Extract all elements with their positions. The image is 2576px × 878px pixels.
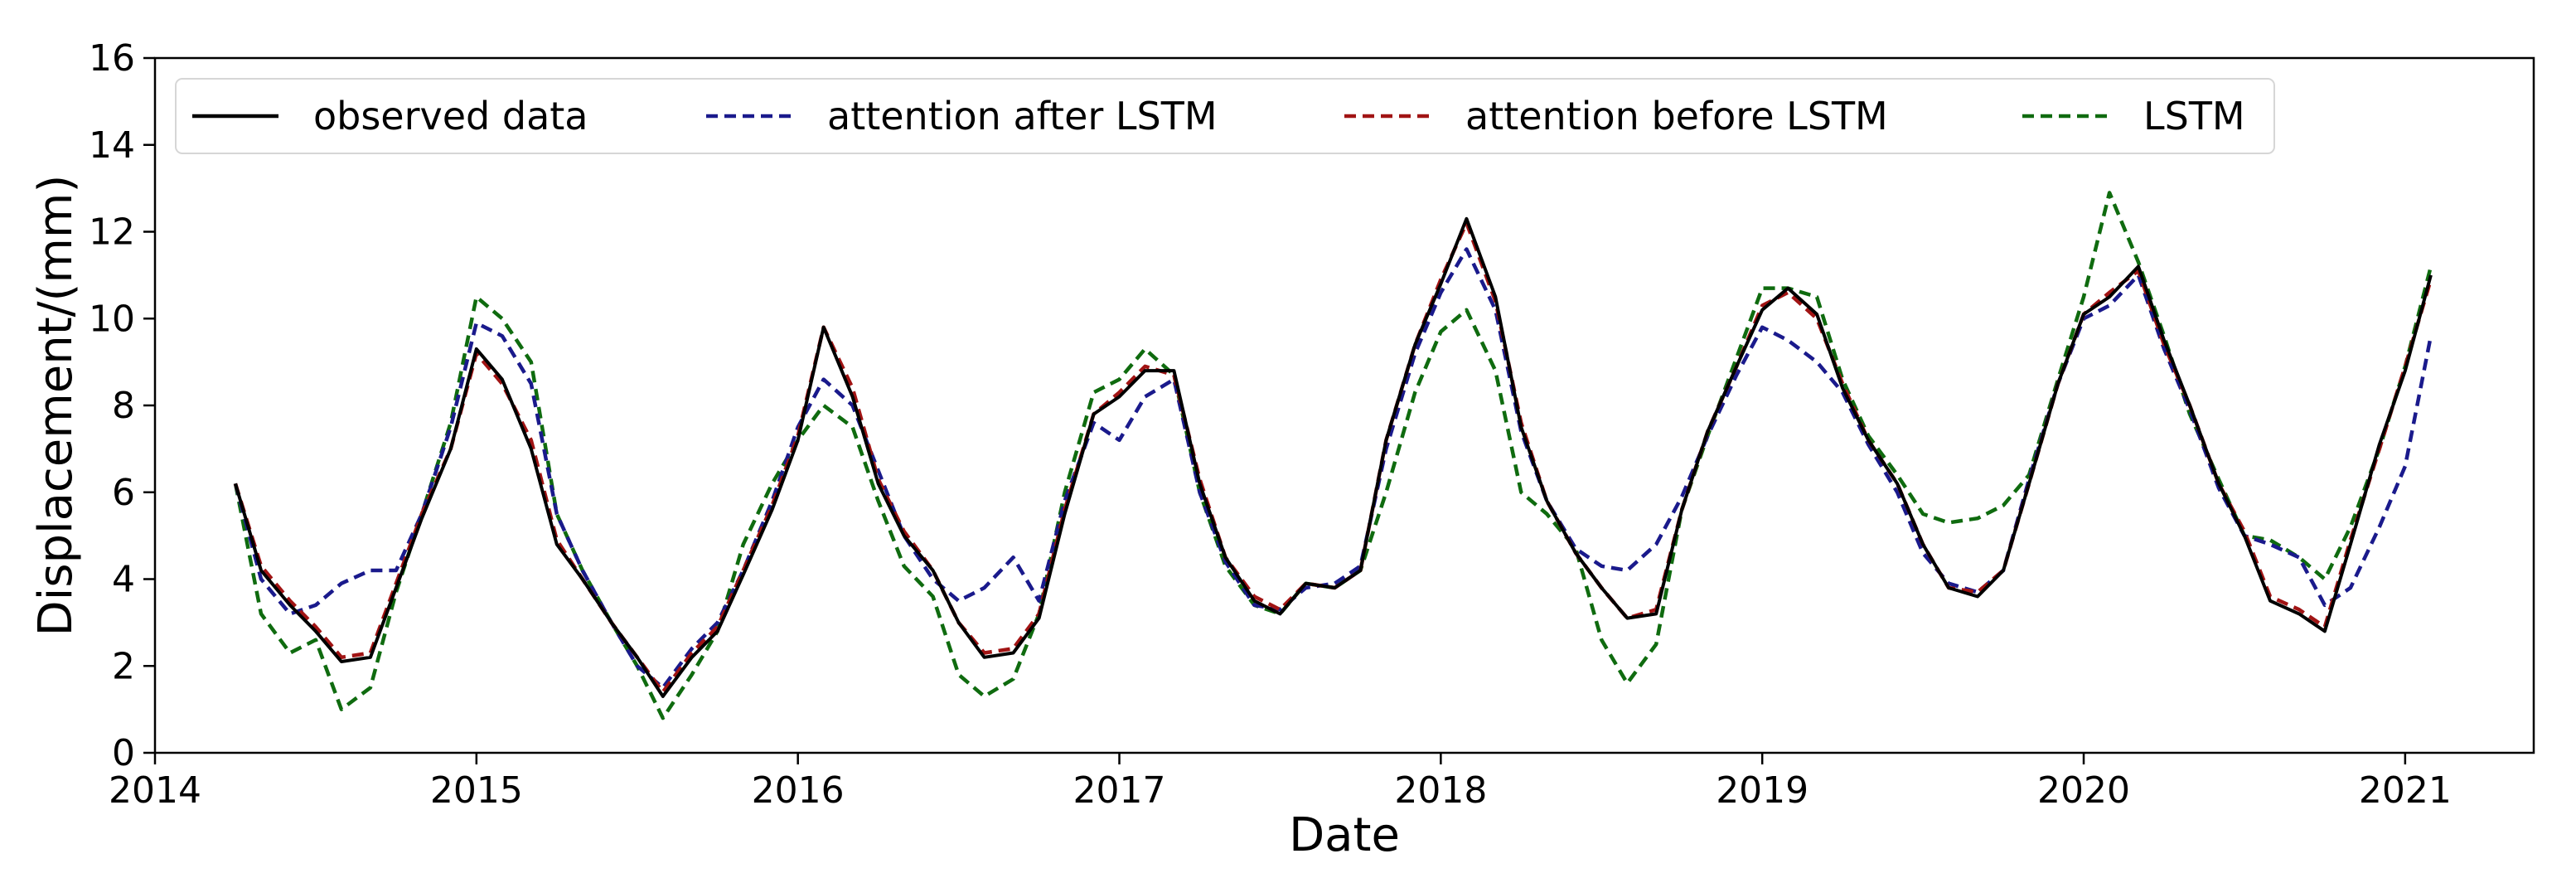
y-tick-label: 2: [112, 645, 135, 687]
y-tick-label: 10: [89, 298, 135, 340]
x-tick-label: 2019: [1716, 769, 1809, 812]
x-tick-label: 2021: [2359, 769, 2452, 812]
x-tick-label: 2015: [430, 769, 523, 812]
x-tick-label: 2017: [1073, 769, 1166, 812]
y-tick-label: 4: [112, 559, 135, 601]
legend-label: LSTM: [2143, 94, 2245, 138]
series-line-lstm: [233, 191, 2433, 720]
x-tick-label: 2016: [752, 769, 845, 812]
y-tick-label: 12: [89, 211, 135, 254]
series-line-attention-after-lstm: [233, 247, 2433, 690]
legend: observed data attention after LSTM attenti…: [175, 78, 2275, 154]
x-tick-label: 2020: [2037, 769, 2130, 812]
series-layer: [233, 191, 2433, 720]
y-tick-label: 14: [89, 124, 135, 167]
x-axis: 2014 2015 2016 2017 2018 2019 2020 2021: [109, 753, 2452, 812]
y-tick-label: 0: [112, 732, 135, 774]
series-line-observed-data: [234, 216, 2433, 698]
y-axis-label: Displacement/(mm): [29, 175, 83, 637]
y-tick-label: 8: [112, 385, 135, 427]
x-tick-label: 2018: [1394, 769, 1487, 812]
series-line-attention-before-lstm: [233, 221, 2433, 694]
legend-label: observed data: [313, 94, 588, 138]
legend-box: [175, 78, 2275, 154]
x-tick-label: 2014: [109, 769, 201, 812]
y-tick-label: 6: [112, 472, 135, 514]
legend-label: attention before LSTM: [1465, 94, 1888, 138]
y-axis: 0 2 4 6 8 10 12 14 16: [89, 37, 155, 774]
y-tick-label: 16: [89, 37, 135, 80]
legend-label: attention after LSTM: [827, 94, 1218, 138]
x-axis-label: Date: [1289, 808, 1400, 862]
